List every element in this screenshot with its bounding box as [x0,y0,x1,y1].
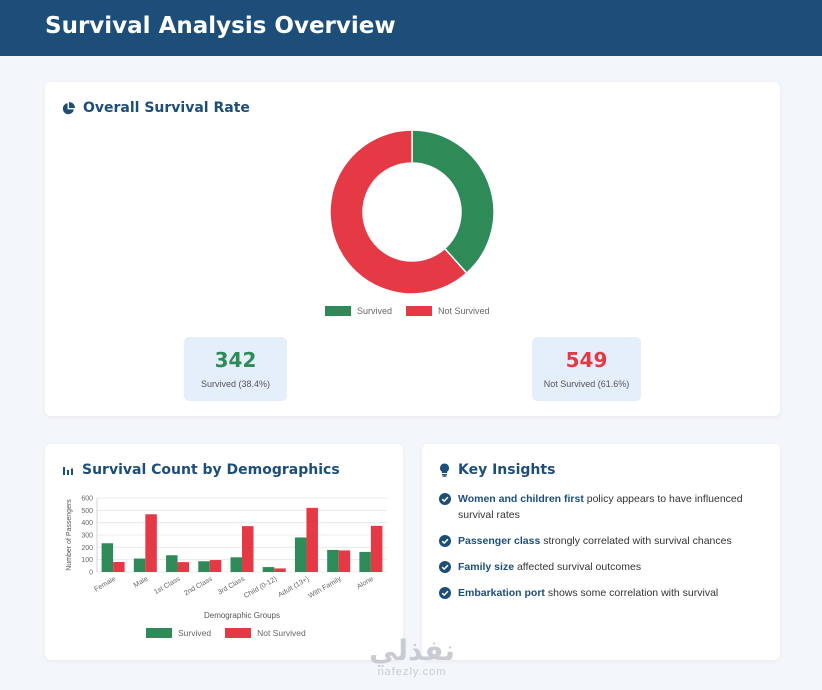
y-tick-label: 200 [81,545,93,552]
legend-label-survived: Survived [357,306,393,316]
bar-survived[interactable] [262,567,275,572]
insight-item: Family size affected survival outcomes [439,559,759,575]
x-axis-label: Demographic Groups [204,611,280,620]
y-tick-label: 400 [81,520,93,527]
insight-rest: strongly correlated with survival chance… [540,535,732,547]
insight-rest: shows some correlation with survival [544,587,719,599]
bar-legend-label-survived: Survived [178,628,212,638]
x-tick-label: With Family [308,575,344,600]
bar-not-survived[interactable] [306,507,318,572]
demographics-card: Survival Count by Demographics 0 100 200 30… [45,444,403,660]
y-tick-label: 300 [81,533,93,540]
insight-text: Embarkation port shows some correlation … [458,585,718,601]
bar-not-survived[interactable] [177,562,190,572]
bar-not-survived[interactable] [145,514,157,572]
insight-bold: Embarkation port [458,587,545,599]
bar-not-survived[interactable] [274,568,286,572]
overall-survival-card: Overall Survival Rate Survived Not Survi… [45,82,780,416]
bar-survived[interactable] [166,555,178,572]
insight-item: Embarkation port shows some correlation … [439,585,759,601]
insight-bold: Passenger class [458,535,541,547]
bar-survived[interactable] [230,557,243,572]
overall-card-title: Overall Survival Rate [62,100,250,116]
insight-text: Passenger class strongly correlated with… [458,533,732,549]
bar-survived[interactable] [101,543,114,572]
bar-chart-icon [63,467,73,475]
bar-not-survived[interactable] [242,526,254,572]
bar-legend: Survived Not Survived [146,628,306,638]
legend-survived[interactable]: Survived [325,306,392,316]
insight-item: Passenger class strongly correlated with… [439,533,759,549]
legend-not-survived[interactable]: Not Survived [406,306,490,316]
bar-legend-label-not-survived: Not Survived [257,628,306,638]
bar-not-survived[interactable] [370,525,383,572]
watermark-latin: nafezly.com [377,666,447,678]
legend-swatch-not-survived [406,306,433,316]
x-tick-label: Child (0-12) [243,576,278,600]
doughnut-legend: Survived Not Survived [325,306,490,316]
insight-item: Women and children first policy appears … [439,491,759,523]
insight-rest: policy appears to have influenced surviv… [458,493,743,521]
check-circle-icon [439,561,451,573]
demographics-card-title: Survival Count by Demographics [62,462,340,478]
demographics-bar-chart: 0 100 200 300 400 500 600 Female Male 1st Class 2n… [66,496,387,620]
y-tick-label: 0 [89,570,93,577]
doughnut-slice-survived[interactable] [411,129,495,275]
x-tick-label: Female [93,576,117,594]
bar-legend-survived[interactable]: Survived [146,628,211,638]
x-tick-label: Adult (13+) [277,576,310,599]
insights-title-text: Key Insights [458,462,556,478]
legend-swatch-survived [325,306,351,316]
bar-not-survived[interactable] [113,562,125,572]
y-tick-label: 500 [81,508,93,515]
bar-survived[interactable] [198,561,210,572]
demographics-title-text: Survival Count by Demographics [82,462,340,478]
bar-survived[interactable] [133,558,146,572]
x-tick-label: 2nd Class [183,575,214,597]
check-circle-icon [439,587,451,599]
lightbulb-icon [440,463,449,477]
page-header: Survival Analysis Overview [0,0,822,56]
bar-legend-swatch-not-survived [225,628,252,638]
survival-doughnut-chart [329,129,495,295]
bar-survived[interactable] [294,537,307,572]
page-title: Survival Analysis Overview [45,13,396,39]
check-circle-icon [439,493,451,505]
bar-not-survived[interactable] [338,550,351,572]
insight-text: Women and children first policy appears … [458,491,759,523]
x-tick-label: Alone [356,576,375,591]
y-tick-label: 600 [81,496,93,503]
x-tick-label: Male [133,576,150,590]
survived-count: 342 [214,348,257,372]
bar-not-survived[interactable] [209,560,222,572]
not-survived-stat-box: 549 Not Survived (61.6%) [532,337,641,401]
survived-stat-box: 342 Survived (38.4%) [184,337,287,401]
bar-survived[interactable] [359,551,371,572]
bar-legend-not-survived[interactable]: Not Survived [225,628,306,638]
doughnut-slice-not-survived[interactable] [329,129,468,295]
x-tick-label: 3rd Class [217,575,247,596]
legend-label-not-survived: Not Survived [438,306,490,316]
insights-card-title: Key Insights [439,462,555,478]
not-survived-label: Not Survived (61.6%) [543,379,630,389]
overall-title-text: Overall Survival Rate [83,100,250,116]
pie-chart-icon [62,101,75,114]
bar-survived[interactable] [327,549,339,572]
insight-bold: Women and children first [458,493,584,505]
y-tick-label: 100 [81,557,93,564]
insight-rest: affected survival outcomes [514,561,642,573]
check-circle-icon [439,535,451,547]
insight-bold: Family size [458,561,515,573]
x-tick-label: 1st Class [153,575,182,596]
survived-label: Survived (38.4%) [200,379,271,389]
insight-text: Family size affected survival outcomes [458,559,641,575]
key-insights-card: Key Insights Women and children first po… [422,444,780,660]
bar-legend-swatch-survived [146,628,172,638]
y-axis-label: Number of Passengers [66,499,73,571]
not-survived-count: 549 [565,348,608,372]
